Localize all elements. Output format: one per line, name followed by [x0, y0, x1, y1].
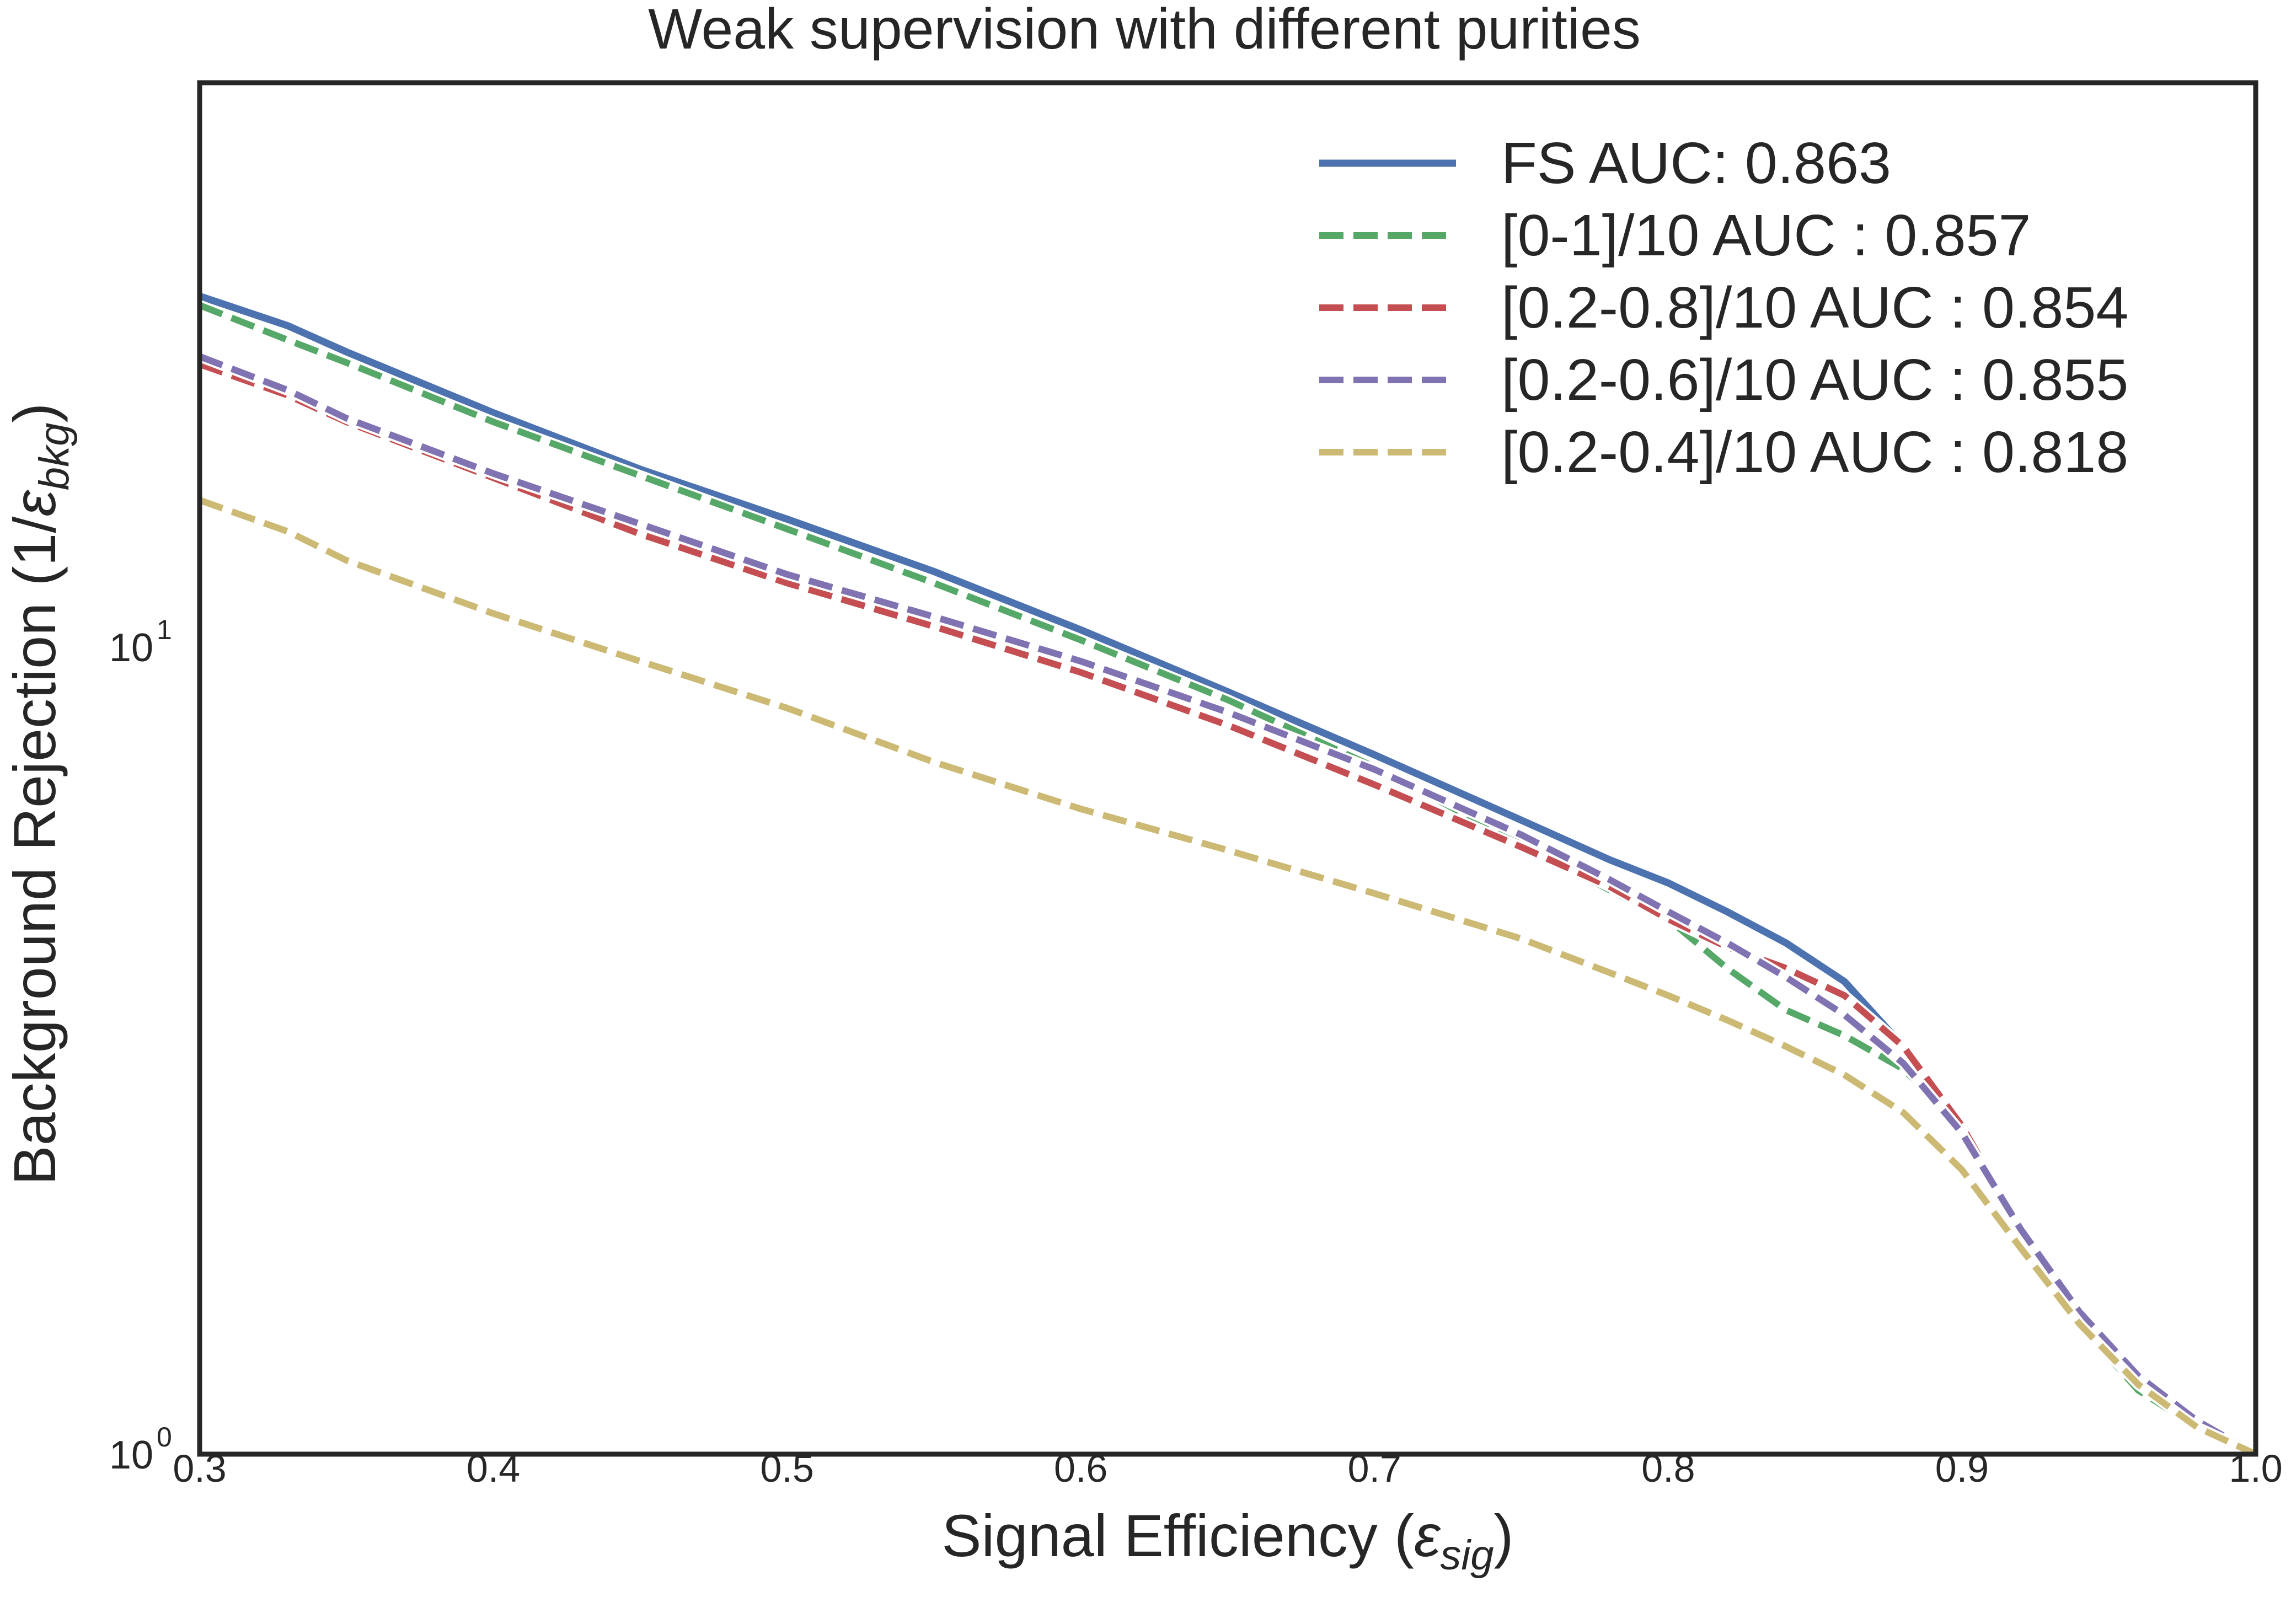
legend-item-0: FS AUC: 0.863: [1319, 131, 1891, 196]
x-tick-label-7: 1.0: [2229, 1447, 2282, 1490]
series-line-4: [200, 497, 2256, 1454]
plot-frame: [197, 80, 2258, 1457]
legend-item-3: [0.2-0.6]/10 AUC : 0.855: [1319, 347, 2128, 412]
y-tick-0: 10 0: [109, 1422, 172, 1477]
y-tick-1: 10 1: [109, 614, 172, 670]
legend-item-1: [0-1]/10 AUC : 0.857: [1319, 203, 2031, 268]
x-tick-label-5: 0.8: [1641, 1447, 1695, 1490]
x-axis-ticks: 0.3 0.4 0.5 0.6 0.7 0.8 0.9 1.0: [173, 1447, 2282, 1490]
y-axis-label: Background Rejection (1/εbkg): [1, 403, 78, 1186]
x-axis-label: Signal Efficiency (εsig): [942, 1502, 1514, 1579]
series-layer: [200, 292, 2256, 1454]
legend-label-3: [0.2-0.6]/10 AUC : 0.855: [1501, 347, 2128, 412]
x-tick-label-3: 0.6: [1054, 1447, 1107, 1490]
legend: FS AUC: 0.863 [0-1]/10 AUC : 0.857 [0.2-0.…: [1319, 131, 2128, 485]
x-tick-label-4: 0.7: [1348, 1447, 1401, 1490]
x-tick-label-2: 0.5: [760, 1447, 813, 1490]
legend-label-1: [0-1]/10 AUC : 0.857: [1501, 203, 2031, 268]
legend-label-2: [0.2-0.8]/10 AUC : 0.854: [1501, 275, 2128, 340]
y-tick-exponent-1: 1: [157, 614, 172, 645]
series-line-3: [200, 353, 2256, 1454]
y-tick-label-0: 10: [109, 1433, 153, 1477]
x-tick-label-1: 0.4: [467, 1447, 520, 1490]
x-tick-label-6: 0.9: [1935, 1447, 1989, 1490]
chart-title: Weak supervision with different purities: [648, 0, 1641, 61]
legend-item-2: [0.2-0.8]/10 AUC : 0.854: [1319, 275, 2128, 340]
x-tick-label-0: 0.3: [173, 1447, 226, 1490]
y-tick-label-1: 10: [109, 626, 153, 670]
legend-item-4: [0.2-0.4]/10 AUC : 0.818: [1319, 420, 2128, 485]
y-tick-exponent-0: 0: [157, 1422, 172, 1453]
legend-label-4: [0.2-0.4]/10 AUC : 0.818: [1501, 420, 2128, 485]
legend-label-0: FS AUC: 0.863: [1501, 131, 1891, 196]
